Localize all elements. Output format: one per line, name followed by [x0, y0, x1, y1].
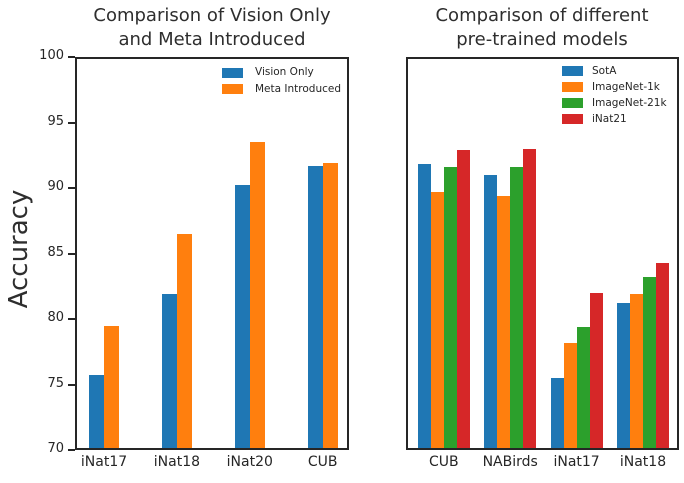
y-tick-label: 100 [39, 48, 64, 63]
bar-imagenet-21k-inat18 [642, 277, 656, 450]
x-tick-label: iNat20 [226, 454, 273, 470]
bar-meta-introduced-cub [322, 163, 338, 450]
x-tick-label: iNat17 [553, 454, 600, 470]
bar-sota-cub [417, 164, 431, 450]
bar-vision-only-cub [307, 165, 323, 450]
bar-sota-inat17 [550, 377, 564, 450]
x-tick-label: CUB [428, 454, 459, 470]
bar-sota-nabirds [484, 174, 498, 450]
legend-swatch-imagenet-21k [562, 98, 583, 109]
bar-imagenet-21k-inat17 [576, 326, 590, 450]
y-tick-label: 90 [47, 179, 64, 194]
y-tick-mark [68, 121, 75, 124]
bar-vision-only-inat20 [234, 185, 250, 450]
legend-swatch-inat21 [562, 114, 583, 125]
chart-title: Comparison of different pre-trained model… [372, 4, 684, 52]
legend-swatch-meta-introduced [222, 84, 243, 94]
bar-vision-only-inat18 [161, 294, 177, 450]
legend-label: ImageNet-21k [592, 96, 667, 109]
chart-title-line: and Meta Introduced [118, 29, 306, 50]
y-tick-label: 85 [47, 244, 64, 260]
bar-imagenet-21k-nabirds [510, 167, 524, 450]
chart-title-line: Comparison of Vision Only [93, 5, 331, 26]
y-tick-label: 80 [47, 310, 64, 325]
bar-meta-introduced-inat20 [249, 142, 265, 450]
y-tick-mark [68, 449, 75, 451]
legend-label: ImageNet-1k [592, 80, 660, 93]
x-tick-label: CUB [307, 454, 338, 470]
x-tick-label: NABirds [482, 454, 538, 470]
x-tick-label: iNat17 [80, 454, 128, 470]
legend-swatch-imagenet-1k [562, 82, 583, 93]
chart-title: Comparison of Vision Only and Meta Introd… [42, 4, 382, 52]
chart-title-line: Comparison of different [435, 5, 649, 26]
bar-imagenet-1k-inat18 [629, 294, 643, 450]
y-tick-mark [68, 252, 75, 255]
y-tick-label: 70 [47, 441, 64, 456]
bar-imagenet-1k-cub [430, 191, 444, 450]
bar-vision-only-inat17 [89, 375, 105, 450]
bar-sota-inat18 [616, 303, 630, 450]
y-tick-mark [68, 318, 75, 320]
bar-meta-introduced-inat17 [104, 325, 120, 450]
legend-label: iNat21 [592, 112, 627, 125]
y-tick-label: 75 [47, 375, 64, 391]
bar-inat21-inat18 [655, 262, 669, 450]
y-tick-mark [68, 383, 75, 386]
x-tick-label: iNat18 [153, 454, 201, 470]
bar-inat21-nabirds [523, 148, 537, 450]
bar-imagenet-21k-cub [443, 167, 457, 450]
bar-imagenet-1k-inat17 [563, 342, 577, 450]
legend-label: Vision Only [255, 66, 314, 78]
y-tick-mark [68, 56, 75, 58]
y-tick-label: 95 [47, 113, 64, 129]
chart-title-line: pre-trained models [456, 29, 628, 50]
x-tick-label: iNat18 [619, 454, 667, 470]
bar-inat21-cub [456, 150, 470, 450]
bar-meta-introduced-inat18 [176, 233, 192, 450]
legend-label: SotA [592, 64, 617, 77]
legend-label: Meta Introduced [255, 82, 342, 95]
legend-swatch-sota [562, 66, 583, 76]
y-tick-mark [68, 187, 75, 189]
bar-inat21-inat17 [589, 292, 603, 450]
bar-imagenet-1k-nabirds [497, 195, 511, 450]
legend-swatch-vision-only [222, 67, 243, 78]
